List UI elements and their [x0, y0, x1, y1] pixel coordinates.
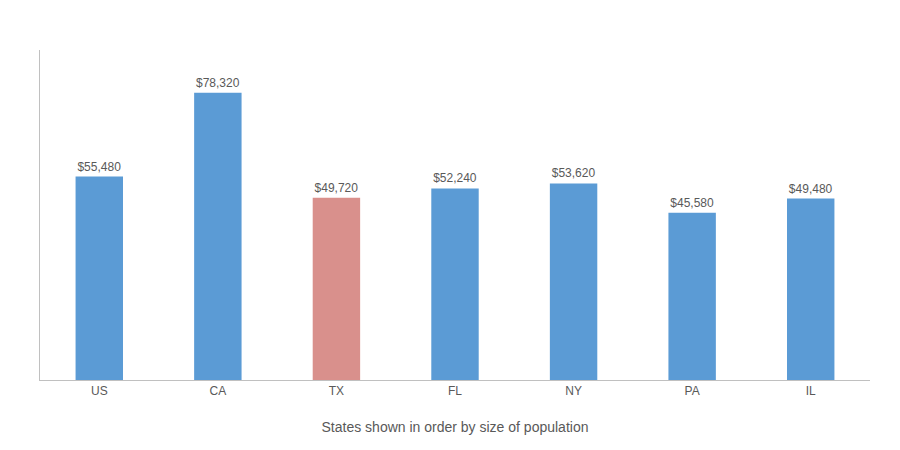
- svg-text:TX: TX: [329, 384, 344, 398]
- svg-text:$52,240: $52,240: [433, 171, 477, 185]
- svg-text:IL: IL: [806, 384, 816, 398]
- svg-text:$45,580: $45,580: [670, 196, 714, 210]
- svg-text:US: US: [91, 384, 108, 398]
- svg-text:$53,620: $53,620: [552, 166, 596, 180]
- svg-text:FL: FL: [448, 384, 462, 398]
- svg-text:NY: NY: [565, 384, 582, 398]
- svg-text:PA: PA: [685, 384, 700, 398]
- svg-text:$49,480: $49,480: [789, 182, 833, 196]
- svg-text:$55,480: $55,480: [77, 160, 121, 174]
- svg-text:States shown in order by size: States shown in order by size of populat…: [322, 419, 589, 435]
- svg-text:$78,320: $78,320: [196, 76, 240, 90]
- svg-text:CA: CA: [210, 384, 227, 398]
- svg-text:$49,720: $49,720: [315, 181, 359, 195]
